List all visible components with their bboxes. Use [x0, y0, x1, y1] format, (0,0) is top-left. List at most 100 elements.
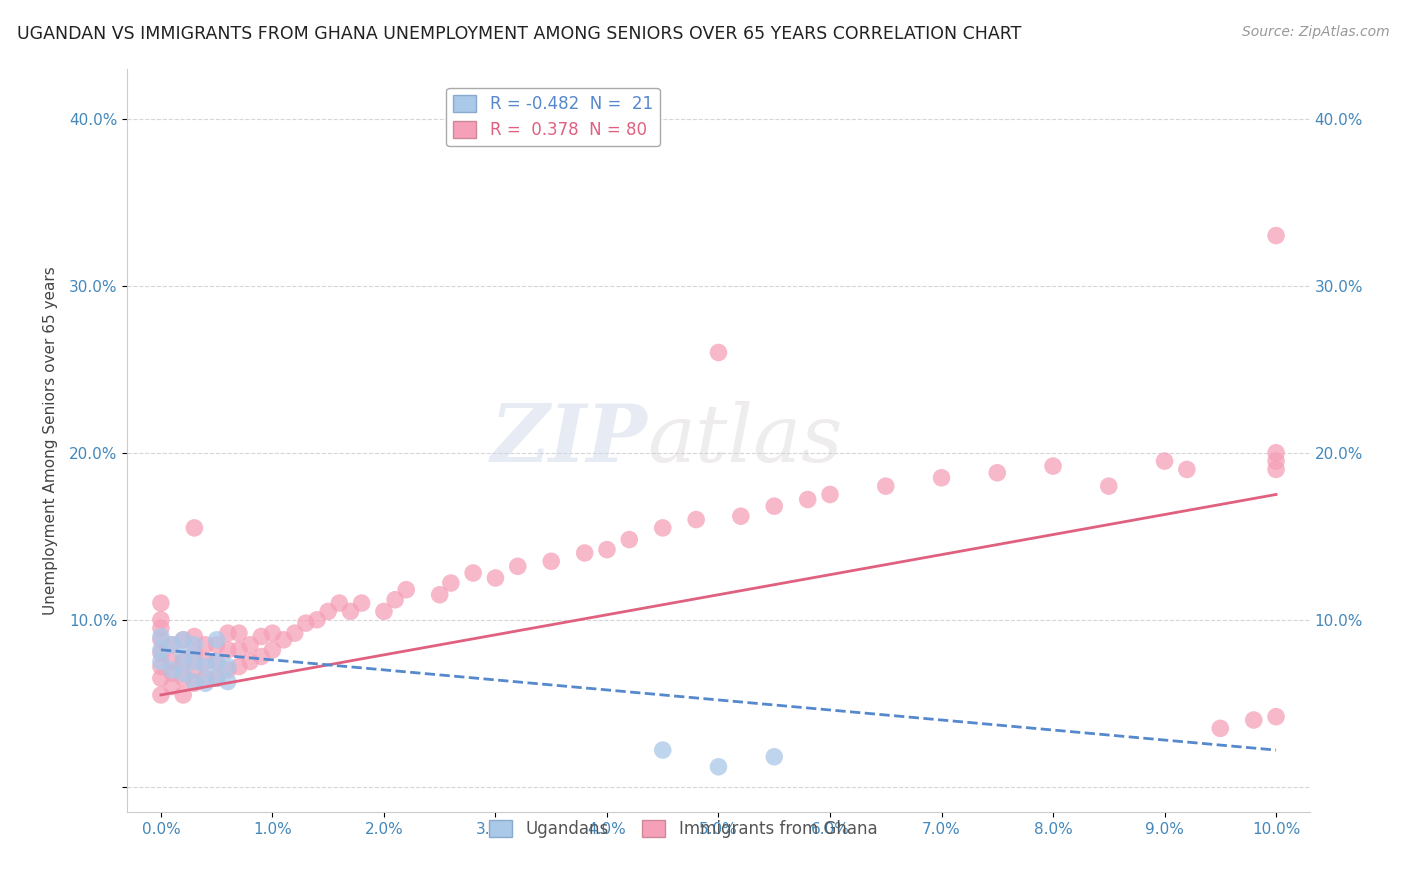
Point	[339, 604, 361, 618]
Point	[149, 621, 172, 635]
Point	[149, 596, 172, 610]
Point	[284, 626, 307, 640]
Point	[205, 655, 228, 669]
Point	[818, 487, 841, 501]
Point	[316, 604, 339, 618]
Point	[149, 655, 172, 669]
Point	[305, 613, 328, 627]
Point	[250, 649, 273, 664]
Point	[707, 760, 730, 774]
Point	[183, 638, 205, 652]
Point	[763, 749, 786, 764]
Point	[149, 632, 172, 647]
Point	[1265, 446, 1288, 460]
Text: ZIP: ZIP	[491, 401, 648, 479]
Point	[484, 571, 506, 585]
Point	[149, 671, 172, 685]
Point	[205, 638, 228, 652]
Point	[149, 643, 172, 657]
Point	[172, 632, 194, 647]
Point	[205, 632, 228, 647]
Point	[1265, 228, 1288, 243]
Point	[239, 638, 262, 652]
Point	[1042, 459, 1064, 474]
Point	[651, 743, 673, 757]
Text: Source: ZipAtlas.com: Source: ZipAtlas.com	[1241, 25, 1389, 39]
Point	[440, 576, 463, 591]
Point	[574, 546, 596, 560]
Point	[1209, 722, 1232, 736]
Point	[149, 659, 172, 673]
Point	[194, 655, 217, 669]
Point	[506, 559, 529, 574]
Point	[931, 471, 953, 485]
Point	[1265, 709, 1288, 723]
Point	[763, 499, 786, 513]
Point	[183, 646, 205, 660]
Point	[172, 655, 194, 669]
Point	[183, 655, 205, 669]
Point	[160, 638, 183, 652]
Point	[160, 638, 183, 652]
Point	[1265, 454, 1288, 468]
Point	[172, 649, 194, 664]
Point	[205, 655, 228, 669]
Point	[149, 646, 172, 660]
Point	[239, 655, 262, 669]
Point	[205, 671, 228, 685]
Point	[651, 521, 673, 535]
Point	[228, 626, 250, 640]
Point	[1175, 462, 1198, 476]
Point	[194, 671, 217, 685]
Point	[160, 680, 183, 694]
Point	[250, 630, 273, 644]
Point	[986, 466, 1008, 480]
Point	[183, 630, 205, 644]
Point	[1153, 454, 1175, 468]
Point	[429, 588, 451, 602]
Point	[194, 638, 217, 652]
Text: UGANDAN VS IMMIGRANTS FROM GHANA UNEMPLOYMENT AMONG SENIORS OVER 65 YEARS CORREL: UGANDAN VS IMMIGRANTS FROM GHANA UNEMPLO…	[17, 25, 1021, 43]
Point	[228, 643, 250, 657]
Legend: Ugandans, Immigrants from Ghana: Ugandans, Immigrants from Ghana	[482, 813, 884, 845]
Point	[149, 613, 172, 627]
Point	[172, 666, 194, 681]
Point	[463, 566, 485, 580]
Point	[707, 345, 730, 359]
Point	[194, 676, 217, 690]
Point	[875, 479, 897, 493]
Point	[205, 671, 228, 685]
Point	[328, 596, 350, 610]
Point	[217, 626, 239, 640]
Point	[685, 512, 707, 526]
Point	[217, 659, 239, 673]
Point	[149, 688, 172, 702]
Point	[619, 533, 641, 547]
Point	[172, 688, 194, 702]
Point	[273, 632, 295, 647]
Point	[1098, 479, 1121, 493]
Point	[384, 592, 406, 607]
Point	[217, 663, 239, 677]
Point	[350, 596, 373, 610]
Point	[172, 671, 194, 685]
Point	[295, 616, 318, 631]
Point	[796, 492, 818, 507]
Point	[373, 604, 395, 618]
Point	[1243, 713, 1265, 727]
Point	[217, 643, 239, 657]
Point	[149, 630, 172, 644]
Point	[183, 676, 205, 690]
Point	[160, 655, 183, 669]
Point	[183, 521, 205, 535]
Point	[160, 666, 183, 681]
Point	[730, 509, 752, 524]
Point	[183, 663, 205, 677]
Point	[217, 674, 239, 689]
Point	[395, 582, 418, 597]
Point	[262, 643, 284, 657]
Point	[172, 632, 194, 647]
Point	[540, 554, 562, 568]
Point	[228, 659, 250, 673]
Point	[194, 659, 217, 673]
